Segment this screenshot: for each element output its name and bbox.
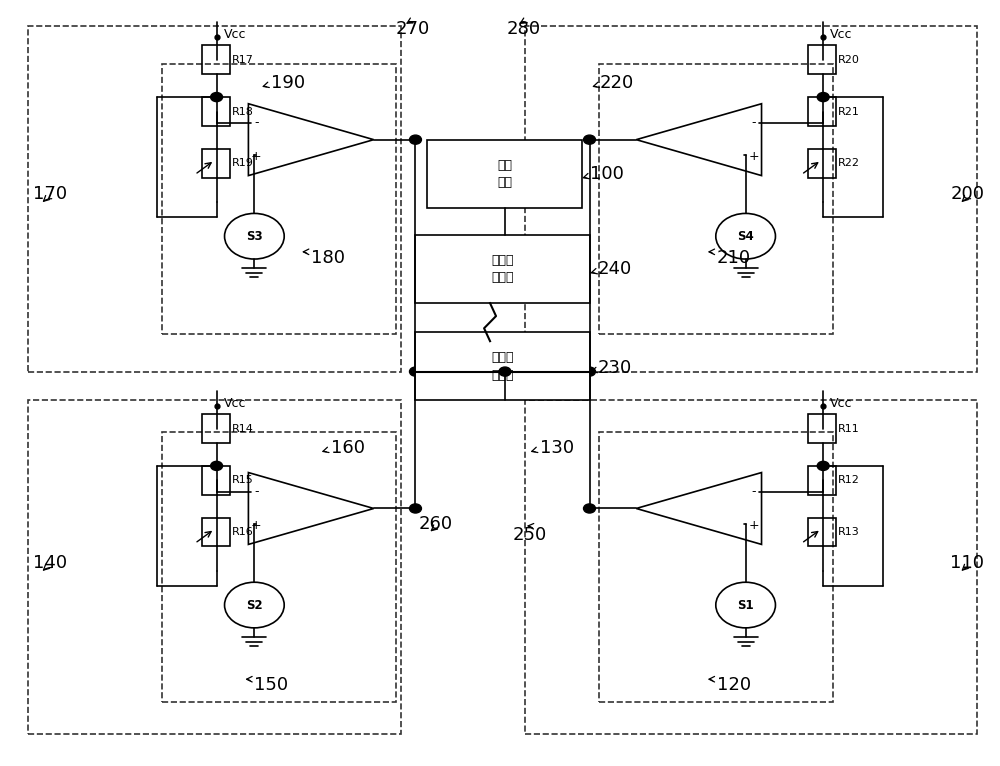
Text: -: - xyxy=(751,485,756,498)
Circle shape xyxy=(225,582,284,628)
Text: 送装置: 送装置 xyxy=(491,368,514,381)
Bar xyxy=(427,139,582,208)
Text: R20: R20 xyxy=(838,55,860,65)
Text: +: + xyxy=(251,150,262,163)
Circle shape xyxy=(716,214,775,259)
Bar xyxy=(808,97,836,126)
Text: 收装置: 收装置 xyxy=(491,271,514,284)
Circle shape xyxy=(211,461,223,470)
Circle shape xyxy=(817,461,829,470)
Text: 240: 240 xyxy=(597,260,632,278)
Bar xyxy=(202,414,230,443)
Bar xyxy=(162,64,396,333)
Bar xyxy=(808,414,836,443)
Bar xyxy=(202,45,230,74)
Bar xyxy=(162,433,396,702)
Text: Vcc: Vcc xyxy=(224,28,246,41)
Text: 270: 270 xyxy=(396,19,430,38)
Circle shape xyxy=(410,367,421,376)
Bar xyxy=(525,400,977,735)
Text: R22: R22 xyxy=(838,159,860,169)
Circle shape xyxy=(211,93,223,102)
Text: R11: R11 xyxy=(838,424,860,434)
Bar xyxy=(28,400,401,735)
Text: R12: R12 xyxy=(838,476,860,486)
Text: 150: 150 xyxy=(254,676,288,694)
Text: S4: S4 xyxy=(737,230,754,243)
Bar xyxy=(599,433,833,702)
Circle shape xyxy=(584,135,595,144)
Circle shape xyxy=(584,367,595,376)
Text: +: + xyxy=(748,150,759,163)
Text: 120: 120 xyxy=(717,676,751,694)
Circle shape xyxy=(499,367,511,376)
Text: 210: 210 xyxy=(717,248,751,267)
Text: -: - xyxy=(254,116,259,129)
Bar xyxy=(599,64,833,333)
Text: 230: 230 xyxy=(597,358,632,377)
Text: -: - xyxy=(254,485,259,498)
Bar xyxy=(202,149,230,178)
Circle shape xyxy=(225,214,284,259)
Bar xyxy=(202,466,230,495)
Bar xyxy=(202,518,230,546)
Text: R19: R19 xyxy=(232,159,253,169)
Bar xyxy=(808,149,836,178)
Text: S2: S2 xyxy=(246,598,263,611)
Bar xyxy=(808,518,836,546)
Bar xyxy=(202,97,230,126)
Text: 100: 100 xyxy=(590,165,623,183)
Text: 远程: 远程 xyxy=(497,159,512,172)
Text: 130: 130 xyxy=(540,439,574,457)
Circle shape xyxy=(410,504,421,513)
Text: 190: 190 xyxy=(271,74,305,92)
Text: R21: R21 xyxy=(838,106,860,116)
Circle shape xyxy=(817,93,829,102)
Text: 信号接: 信号接 xyxy=(491,254,514,267)
Text: 终端: 终端 xyxy=(497,176,512,189)
Text: R14: R14 xyxy=(232,424,253,434)
Text: 170: 170 xyxy=(33,185,67,204)
Bar xyxy=(415,332,590,401)
Text: -: - xyxy=(751,116,756,129)
Bar xyxy=(808,45,836,74)
Text: R18: R18 xyxy=(232,106,253,116)
Text: S1: S1 xyxy=(737,598,754,611)
Text: R15: R15 xyxy=(232,476,253,486)
Text: 160: 160 xyxy=(331,439,365,457)
Bar xyxy=(28,25,401,372)
Text: R13: R13 xyxy=(838,527,860,537)
Text: 260: 260 xyxy=(418,515,453,532)
Bar xyxy=(808,466,836,495)
Text: 180: 180 xyxy=(311,248,345,267)
Text: 信号发: 信号发 xyxy=(491,351,514,364)
Text: +: + xyxy=(748,519,759,532)
Bar xyxy=(415,234,590,303)
Text: 250: 250 xyxy=(513,526,547,544)
Text: 220: 220 xyxy=(599,74,634,92)
Text: 110: 110 xyxy=(950,555,984,572)
Text: 200: 200 xyxy=(950,185,984,204)
Bar xyxy=(525,25,977,372)
Text: Vcc: Vcc xyxy=(224,397,246,410)
Circle shape xyxy=(584,504,595,513)
Text: R16: R16 xyxy=(232,527,253,537)
Text: 140: 140 xyxy=(33,555,67,572)
Text: +: + xyxy=(251,519,262,532)
Circle shape xyxy=(410,135,421,144)
Text: 280: 280 xyxy=(507,19,541,38)
Text: S3: S3 xyxy=(246,230,263,243)
Text: Vcc: Vcc xyxy=(830,397,853,410)
Text: R17: R17 xyxy=(232,55,253,65)
Circle shape xyxy=(716,582,775,628)
Text: Vcc: Vcc xyxy=(830,28,853,41)
